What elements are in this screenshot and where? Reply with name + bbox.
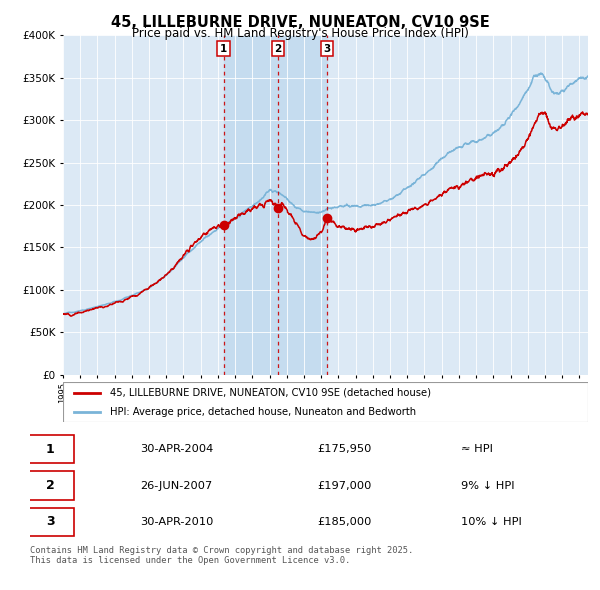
Text: 9% ↓ HPI: 9% ↓ HPI	[461, 481, 514, 491]
Text: 3: 3	[323, 44, 331, 54]
Text: 45, LILLEBURNE DRIVE, NUNEATON, CV10 9SE: 45, LILLEBURNE DRIVE, NUNEATON, CV10 9SE	[110, 15, 490, 30]
Text: 2: 2	[46, 479, 55, 492]
Bar	[224, 35, 327, 375]
Text: 26-JUN-2007: 26-JUN-2007	[140, 481, 212, 491]
Text: Contains HM Land Registry data © Crown copyright and database right 2025.
This d: Contains HM Land Registry data © Crown c…	[30, 546, 413, 565]
FancyBboxPatch shape	[27, 471, 74, 500]
FancyBboxPatch shape	[27, 508, 74, 536]
Text: £197,000: £197,000	[317, 481, 371, 491]
Text: 10% ↓ HPI: 10% ↓ HPI	[461, 517, 521, 527]
Text: 1: 1	[46, 442, 55, 455]
Text: 30-APR-2004: 30-APR-2004	[140, 444, 214, 454]
Text: 30-APR-2010: 30-APR-2010	[140, 517, 214, 527]
Text: 1: 1	[220, 44, 227, 54]
Text: £175,950: £175,950	[317, 444, 371, 454]
Text: HPI: Average price, detached house, Nuneaton and Bedworth: HPI: Average price, detached house, Nune…	[110, 407, 416, 417]
FancyBboxPatch shape	[27, 435, 74, 464]
Text: 3: 3	[46, 516, 55, 529]
Text: ≈ HPI: ≈ HPI	[461, 444, 493, 454]
Text: 2: 2	[274, 44, 281, 54]
Text: 45, LILLEBURNE DRIVE, NUNEATON, CV10 9SE (detached house): 45, LILLEBURNE DRIVE, NUNEATON, CV10 9SE…	[110, 388, 431, 398]
Text: Price paid vs. HM Land Registry's House Price Index (HPI): Price paid vs. HM Land Registry's House …	[131, 27, 469, 40]
Text: £185,000: £185,000	[317, 517, 371, 527]
